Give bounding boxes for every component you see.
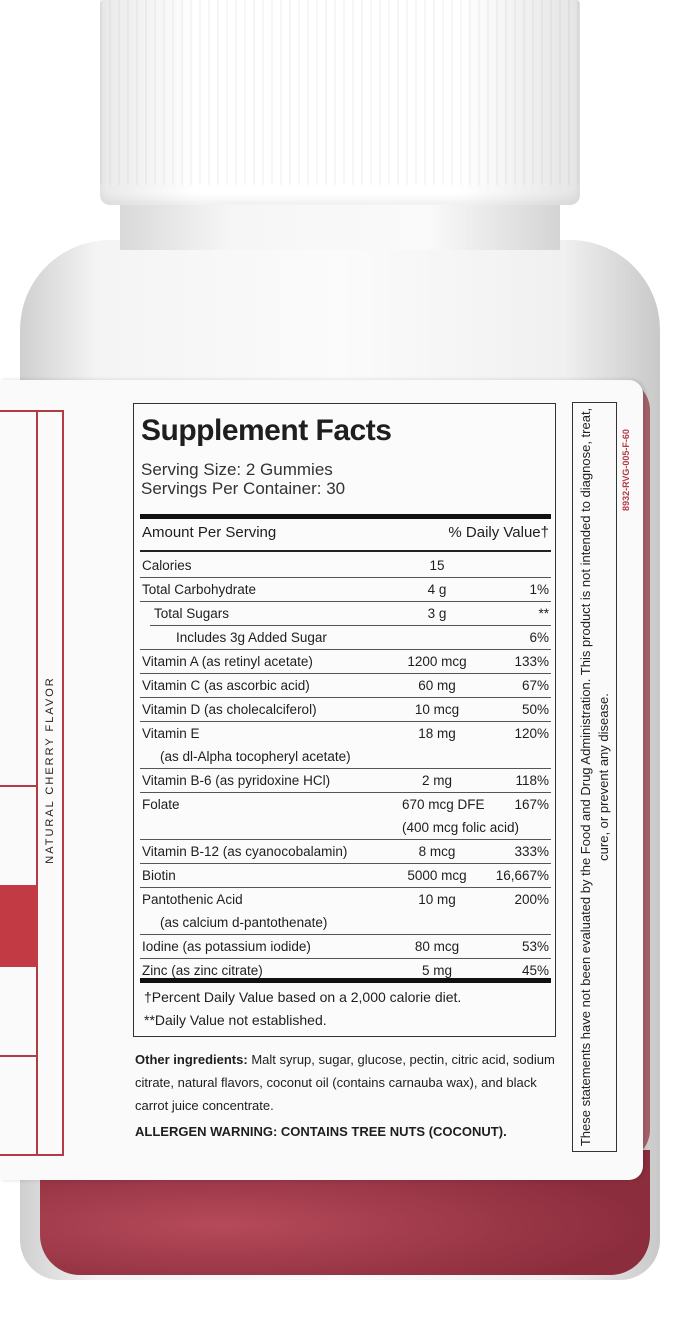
divider: [140, 514, 551, 519]
fda-disclaimer-box: These statements have not been evaluated…: [572, 402, 617, 1152]
nutrient-amount: 670 mcg DFE: [402, 797, 485, 812]
nutrient-amount: 8 mcg: [418, 844, 456, 859]
nutrient-daily-value: 133%: [514, 654, 549, 669]
nutrient-name: Vitamin D (as cholecalciferol): [142, 702, 317, 717]
footnote-na: **Daily Value not established.: [144, 1012, 327, 1028]
nutrient-name: Pantothenic Acid: [142, 892, 243, 907]
left-panel-line: [0, 785, 38, 787]
nutrient-name: Total Sugars: [154, 606, 230, 621]
allergen-warning: ALLERGEN WARNING: CONTAINS TREE NUTS (CO…: [135, 1124, 507, 1139]
nutrient-amount: 10 mcg: [414, 702, 460, 717]
fda-disclaimer: These statements have not been evaluated…: [577, 407, 611, 1147]
servings-per-container: Servings Per Container: 30: [141, 479, 346, 498]
nutrient-name: Vitamin C (as ascorbic acid): [142, 678, 310, 693]
facts-row: Vitamin C (as ascorbic acid) 60 mg 67%: [140, 674, 551, 698]
nutrient-name: Calories: [142, 558, 192, 573]
nutrient-daily-value: 67%: [521, 678, 549, 693]
left-panel-frame: [0, 410, 64, 1156]
nutrient-amount: 10 mg: [418, 892, 456, 907]
nutrient-daily-value: 16,667%: [495, 868, 549, 883]
nutrient-amount: 3 g: [427, 606, 447, 621]
nutrient-name: Folate: [142, 797, 180, 812]
nutrient-name: Total Carbohydrate: [142, 582, 257, 597]
facts-title: Supplement Facts: [141, 414, 392, 447]
nutrient-source: (as calcium d-pantothenate): [160, 915, 328, 930]
left-panel-divider: [36, 410, 38, 1154]
left-panel-line: [0, 1055, 38, 1057]
serving-size: Serving Size: 2 Gummies: [141, 460, 333, 479]
nutrient-amount: 1200 mcg: [407, 654, 467, 669]
facts-row: Biotin 5000 mcg 16,667%: [140, 864, 551, 888]
nutrient-name: Iodine (as potassium iodide): [142, 939, 311, 954]
facts-row: Folate 670 mcg DFE (400 mcg folic acid) 167…: [140, 793, 551, 840]
amount-header: Amount Per Serving: [142, 524, 277, 541]
facts-row: Pantothenic Acid (as calcium d-pantothena…: [140, 888, 551, 935]
other-ingredients-text: Malt syrup, sugar, glucose, pectin, citr…: [135, 1052, 555, 1113]
nutrient-daily-value: 50%: [521, 702, 549, 717]
facts-row: Vitamin E (as dl-Alpha tocopheryl acetate…: [140, 722, 551, 769]
nutrient-daily-value: 200%: [514, 892, 549, 907]
nutrient-daily-value: 6%: [529, 630, 549, 645]
supplement-facts-panel: Supplement Facts Serving Size: 2 Gummies…: [133, 403, 556, 1037]
nutrient-daily-value: 167%: [514, 797, 549, 812]
nutrient-name: Biotin: [142, 868, 176, 883]
dv-header: % Daily Value†: [448, 524, 549, 541]
left-panel-red-block: [0, 885, 38, 967]
facts-row: Vitamin B-12 (as cyanocobalamin) 8 mcg 333…: [140, 840, 551, 864]
divider: [140, 978, 551, 983]
nutrient-daily-value: 1%: [529, 582, 549, 597]
nutrient-name: Vitamin E: [142, 726, 200, 741]
nutrient-name: Vitamin A (as retinyl acetate): [142, 654, 313, 669]
facts-row: Vitamin B-6 (as pyridoxine HCl) 2 mg 118%: [140, 769, 551, 793]
bottle-cap: [100, 0, 580, 205]
facts-row: Total Carbohydrate 4 g 1%: [140, 578, 551, 602]
nutrient-amount: 18 mg: [418, 726, 456, 741]
facts-rows: Calories 15 Total Carbohydrate 4 g 1% Total S…: [140, 554, 551, 983]
divider: [140, 550, 551, 552]
lot-code: 8932-RVG-005-F-60: [621, 429, 631, 511]
flavor-text: NATURAL CHERRY FLAVOR: [44, 676, 56, 864]
nutrient-daily-value: 333%: [514, 844, 549, 859]
nutrient-amount-detail: (400 mcg folic acid): [402, 820, 520, 835]
bottle-neck: [120, 200, 560, 250]
facts-row: Vitamin A (as retinyl acetate) 1200 mcg 13…: [140, 650, 551, 674]
nutrient-name: Includes 3g Added Sugar: [176, 630, 327, 645]
nutrient-daily-value: 120%: [514, 726, 549, 741]
nutrient-amount: 60 mg: [418, 678, 456, 693]
facts-row: Calories 15: [140, 554, 551, 578]
other-ingredients: Other ingredients: Malt syrup, sugar, gl…: [135, 1048, 565, 1117]
nutrient-name: Vitamin B-12 (as cyanocobalamin): [142, 844, 348, 859]
facts-row: Iodine (as potassium iodide) 80 mcg 53%: [140, 935, 551, 959]
nutrient-amount: 4 g: [427, 582, 447, 597]
footnote-dv: †Percent Daily Value based on a 2,000 ca…: [144, 989, 462, 1005]
nutrient-amount: 5000 mcg: [407, 868, 467, 883]
nutrient-amount: 80 mcg: [414, 939, 460, 954]
facts-row: Vitamin D (as cholecalciferol) 10 mcg 50%: [140, 698, 551, 722]
facts-row: Includes 3g Added Sugar 6%: [140, 626, 551, 650]
nutrient-source: (as dl-Alpha tocopheryl acetate): [160, 749, 351, 764]
nutrient-amount: 2 mg: [421, 773, 452, 788]
nutrient-daily-value: 53%: [521, 939, 549, 954]
nutrient-daily-value: **: [538, 606, 549, 621]
other-ingredients-label: Other ingredients:: [135, 1052, 248, 1067]
nutrient-amount: 5 mg: [421, 963, 452, 978]
nutrient-amount: 15: [429, 558, 445, 573]
nutrient-daily-value: 45%: [521, 963, 549, 978]
facts-row: Total Sugars 3 g **: [150, 602, 551, 626]
nutrient-daily-value: 118%: [515, 773, 549, 788]
nutrient-name: Vitamin B-6 (as pyridoxine HCl): [142, 773, 331, 788]
nutrient-name: Zinc (as zinc citrate): [142, 963, 263, 978]
